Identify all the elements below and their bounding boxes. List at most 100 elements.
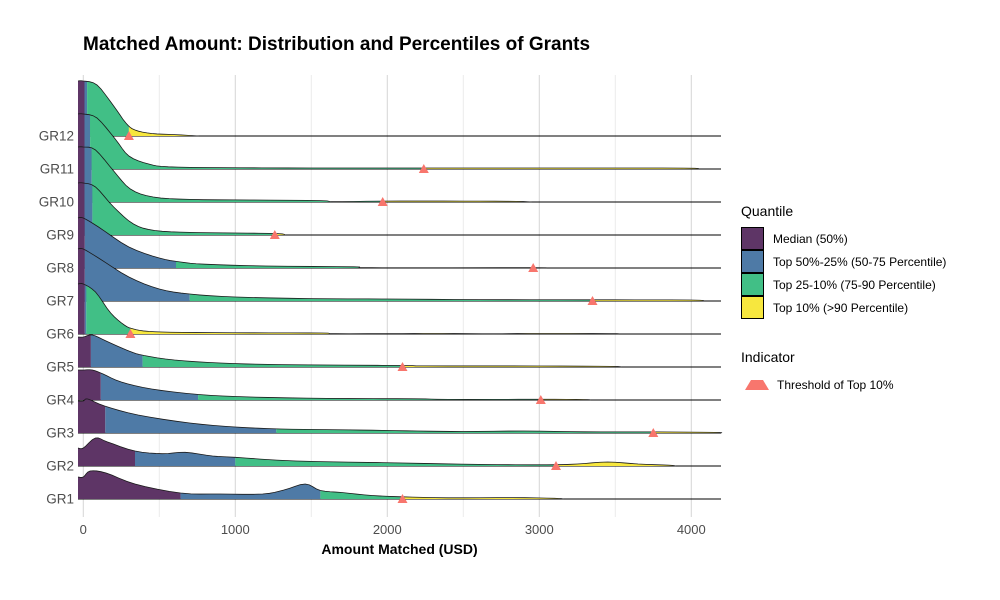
threshold-marker-GR2 xyxy=(551,461,561,470)
legend-item-1: Top 50%-25% (50-75 Percentile) xyxy=(741,250,996,273)
x-tick-label: 3000 xyxy=(525,522,554,537)
ridge-fill-q0 xyxy=(78,283,85,334)
threshold-marker-GR8 xyxy=(528,263,539,272)
ridge-fill-q3 xyxy=(130,328,724,334)
legend-item-0: Median (50%) xyxy=(741,227,996,250)
ridge-GR5 xyxy=(77,334,724,368)
ridge-fill-q2 xyxy=(276,428,654,433)
legend-indicator-block: Indicator Threshold of Top 10% xyxy=(741,349,996,396)
ridge-GR10 xyxy=(77,146,724,203)
ridge-fill-q1 xyxy=(84,218,176,268)
y-axis-label-GR9: GR9 xyxy=(46,228,74,243)
ridge-fill-q3 xyxy=(128,126,724,136)
ridge-fill-q0 xyxy=(78,369,101,400)
threshold-marker-GR3 xyxy=(648,428,659,437)
ridge-fill-q0 xyxy=(78,470,181,499)
ridge-GR1 xyxy=(77,470,724,500)
ridge-fill-q2 xyxy=(92,185,275,235)
y-axis-label-GR8: GR8 xyxy=(46,261,74,276)
x-tick-label: 0 xyxy=(80,522,87,537)
y-axis-label-GR10: GR10 xyxy=(39,195,74,210)
ridge-fill-q1 xyxy=(105,406,277,433)
threshold-marker-GR1 xyxy=(397,494,408,503)
legend-item-3: Top 10% (>90 Percentile) xyxy=(741,296,996,319)
y-axis-label-GR5: GR5 xyxy=(46,360,74,375)
legend-item-label: Median (50%) xyxy=(773,231,848,246)
x-tick-label: 1000 xyxy=(221,522,250,537)
ridge-outline xyxy=(77,182,286,236)
ridge-fill-q0 xyxy=(78,398,106,433)
y-axis-label-GR6: GR6 xyxy=(46,327,74,342)
threshold-marker-GR9 xyxy=(269,230,280,239)
legend-swatch-icon xyxy=(741,296,764,319)
threshold-marker-GR4 xyxy=(535,395,546,404)
ridge-fill-q1 xyxy=(90,334,143,367)
ridge-fill-q0 xyxy=(78,437,135,466)
threshold-marker-GR5 xyxy=(397,362,408,371)
ridge-fill-q1 xyxy=(180,484,321,499)
legend-item-label: Top 10% (>90 Percentile) xyxy=(773,300,909,315)
ridge-outline xyxy=(77,283,619,335)
ridge-outline xyxy=(78,369,592,401)
threshold-marker-GR11 xyxy=(418,164,429,173)
ridge-GR6 xyxy=(77,283,724,335)
ridge-GR12 xyxy=(77,80,724,137)
ridge-GR9 xyxy=(77,182,724,236)
y-axis-label-GR7: GR7 xyxy=(46,294,74,309)
ridge-outline xyxy=(77,470,564,500)
ridge-fill-q1 xyxy=(84,284,87,334)
ridge-fill-q2 xyxy=(142,355,403,367)
ridge-fill-q1 xyxy=(100,373,199,400)
legend-indicator-label: Threshold of Top 10% xyxy=(777,377,894,392)
ridge-fill-q2 xyxy=(235,457,557,466)
ridge-fill-q2 xyxy=(198,394,541,400)
legend-swatch-icon xyxy=(741,250,764,273)
y-axis-label-GR3: GR3 xyxy=(46,426,74,441)
ridge-outline xyxy=(77,437,677,467)
chart-title: Matched Amount: Distribution and Percent… xyxy=(83,34,591,55)
ridge-GR7 xyxy=(77,247,724,302)
ridge-outline xyxy=(77,334,622,368)
legend-quantile-items: Median (50%) Top 50%-25% (50-75 Percentil… xyxy=(741,227,996,319)
ridge-fill-q1 xyxy=(84,249,190,301)
y-axis-label-GR11: GR11 xyxy=(40,162,74,177)
y-axis-label-GR12: GR12 xyxy=(39,129,74,144)
ridge-outline xyxy=(77,113,700,170)
ridge-fill-q3 xyxy=(402,496,724,499)
x-axis-title: Amount Matched (USD) xyxy=(321,541,478,557)
ridge-outline xyxy=(77,80,199,137)
threshold-triangle-icon xyxy=(745,379,769,390)
ridge-outline xyxy=(77,398,723,434)
ridge-fill-q2 xyxy=(91,147,383,202)
threshold-marker-GR7 xyxy=(587,296,598,305)
legend-swatch-icon xyxy=(741,273,764,296)
ridge-fill-q2 xyxy=(86,285,131,334)
ridge-fill-q0 xyxy=(78,334,91,367)
legend-indicator-title: Indicator xyxy=(741,349,795,365)
ridge-fill-q1 xyxy=(135,451,236,466)
legend-indicator-item: Threshold of Top 10% xyxy=(741,373,996,396)
y-axis-label-GR4: GR4 xyxy=(46,393,74,408)
legend: Quantile Median (50%) Top 50%-25% (50-75 … xyxy=(741,203,996,396)
ridge-fill-q2 xyxy=(90,114,424,169)
ridge-GR2 xyxy=(77,437,724,467)
legend-item-label: Top 50%-25% (50-75 Percentile) xyxy=(773,254,947,269)
legend-item-label: Top 25-10% (75-90 Percentile) xyxy=(773,277,936,292)
y-axis-label-GR2: GR2 xyxy=(46,459,74,474)
ridge-GR4 xyxy=(78,369,724,401)
ridge-GR3 xyxy=(77,398,724,434)
ridge-outline xyxy=(77,247,704,302)
y-axis-label-GR1: GR1 xyxy=(46,492,74,507)
ridge-GR11 xyxy=(77,113,724,170)
threshold-marker-GR10 xyxy=(377,197,388,206)
legend-swatch-icon xyxy=(741,227,764,250)
ridge-outline xyxy=(77,216,548,269)
x-tick-label: 2000 xyxy=(373,522,402,537)
threshold-marker-GR12 xyxy=(123,131,134,140)
legend-item-2: Top 25-10% (75-90 Percentile) xyxy=(741,273,996,296)
ridge-fill-q3 xyxy=(556,462,724,466)
ridge-fill-q2 xyxy=(189,294,593,301)
threshold-marker-GR6 xyxy=(125,329,136,338)
x-tick-label: 4000 xyxy=(677,522,706,537)
